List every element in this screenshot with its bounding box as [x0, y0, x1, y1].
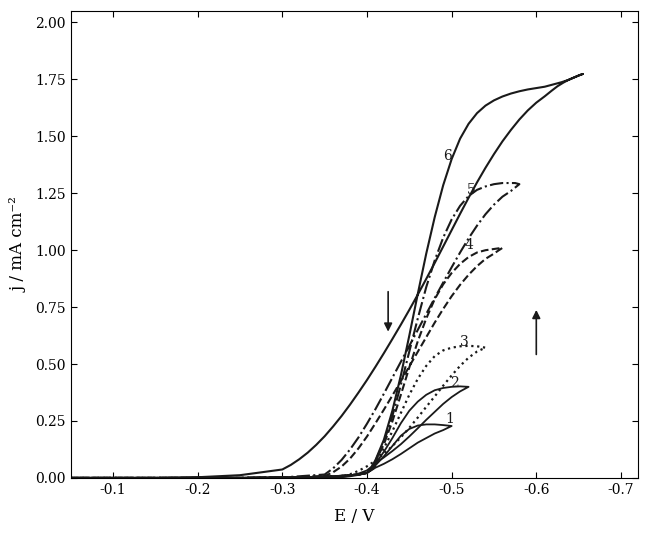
- Text: 4: 4: [464, 238, 473, 252]
- Text: 5: 5: [467, 183, 476, 197]
- X-axis label: E / V: E / V: [334, 508, 374, 525]
- Text: 1: 1: [445, 412, 454, 426]
- Text: 6: 6: [443, 148, 452, 163]
- Text: 3: 3: [460, 336, 469, 349]
- Text: 2: 2: [450, 376, 459, 390]
- Y-axis label: j / mA cm⁻²: j / mA cm⁻²: [11, 197, 28, 292]
